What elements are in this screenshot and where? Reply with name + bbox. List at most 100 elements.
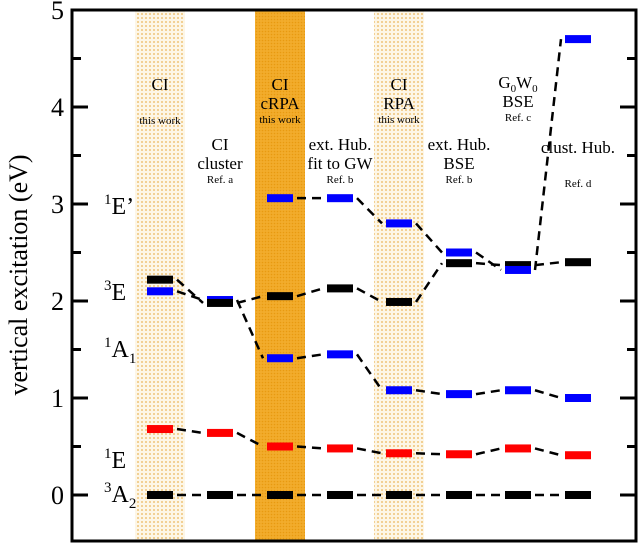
level-1E <box>446 450 472 459</box>
column-ref: Ref. b <box>327 174 354 186</box>
level-3A2 <box>147 491 173 499</box>
column-label: ext. Hub. <box>428 135 491 154</box>
level-1E' <box>327 194 353 203</box>
connector-1E' <box>475 251 502 271</box>
connector-3E <box>356 287 383 304</box>
level-3E <box>327 284 353 293</box>
state-label: 3E <box>104 278 126 306</box>
level-3A2 <box>267 491 293 499</box>
column-label: BSE <box>443 154 474 173</box>
connector-1E <box>415 452 443 456</box>
connector-1E <box>236 431 264 448</box>
connector-1A1 <box>475 389 502 396</box>
state-label: 1E’ <box>104 192 134 220</box>
connector-3E <box>296 287 324 298</box>
column-label: G0W0 <box>498 73 538 95</box>
level-1A1 <box>327 350 353 359</box>
band-dark <box>255 10 305 541</box>
column-ref: this work <box>259 114 301 126</box>
level-1E <box>505 444 531 453</box>
connector-1E' <box>533 38 563 271</box>
connector-1A1 <box>534 389 562 400</box>
connector-3E <box>236 294 264 305</box>
level-3E <box>446 259 472 268</box>
column-ref: Ref. d <box>565 178 592 190</box>
column-label: CI <box>152 75 169 94</box>
level-3E <box>267 292 293 301</box>
connector-3E <box>534 260 562 267</box>
y-tick-label: 0 <box>51 481 64 510</box>
column-ref: Ref. c <box>505 112 531 124</box>
level-3E <box>505 261 531 270</box>
state-label: 1E <box>104 446 126 474</box>
column-label: CI <box>212 135 229 154</box>
connector-1A1 <box>176 290 204 302</box>
y-tick-label: 4 <box>51 93 64 122</box>
connector-1A1 <box>296 353 324 360</box>
column-label: RPA <box>383 94 415 113</box>
level-3A2 <box>446 491 472 499</box>
level-1E <box>565 451 591 460</box>
column-label: ext. Hub. <box>309 135 372 154</box>
level-1E' <box>505 265 531 274</box>
column-label: CI <box>391 75 408 94</box>
level-3A2 <box>565 491 591 499</box>
level-1E' <box>267 194 293 203</box>
level-1A1 <box>147 287 173 296</box>
column-label: cluster <box>197 154 243 173</box>
y-tick-label: 5 <box>51 0 64 25</box>
level-1E <box>147 425 173 434</box>
connector-1A1 <box>415 389 443 396</box>
column-ref: Ref. a <box>207 174 233 186</box>
band-light <box>135 10 185 541</box>
column-ref: this work <box>139 115 181 127</box>
connector-1A1 <box>355 353 384 391</box>
column-label: fit to GW <box>307 154 373 173</box>
level-3E <box>147 275 173 284</box>
column-label: CI <box>272 75 289 94</box>
connector-1E <box>356 447 383 455</box>
connector-1E <box>534 447 562 457</box>
level-1A1 <box>565 394 591 402</box>
y-axis-label: vertical excitation (eV) <box>4 154 33 395</box>
level-3A2 <box>386 491 412 499</box>
level-3E <box>207 298 233 307</box>
level-1E' <box>386 219 412 228</box>
connector-1E <box>176 427 204 435</box>
connector-1A1 <box>235 299 265 359</box>
column-ref: Ref. b <box>446 174 473 186</box>
level-1A1 <box>446 390 472 399</box>
connector-1E <box>475 447 502 456</box>
level-1E' <box>565 35 591 44</box>
level-3A2 <box>505 491 531 499</box>
level-3E <box>386 297 412 306</box>
y-tick-label: 3 <box>51 190 64 219</box>
level-1E <box>207 428 233 437</box>
level-1E <box>267 442 293 451</box>
column-label: BSE <box>502 92 533 111</box>
level-1E' <box>446 248 472 257</box>
state-label: 3A2 <box>104 480 136 512</box>
level-1E <box>386 449 412 458</box>
level-1E <box>327 444 353 453</box>
state-label: 1A1 <box>104 335 136 367</box>
level-3E <box>565 258 591 267</box>
column-label: clust. Hub. <box>541 138 615 157</box>
level-3A2 <box>327 491 353 499</box>
connector-1E' <box>356 197 383 225</box>
plot-frame <box>70 8 638 543</box>
connector-3E <box>475 261 502 267</box>
column-label: cRPA <box>260 94 300 113</box>
column-ref: this work <box>378 114 420 126</box>
connector-1E' <box>415 222 443 254</box>
y-tick-label: 1 <box>51 384 64 413</box>
level-3A2 <box>207 491 233 499</box>
level-1A1 <box>386 386 412 395</box>
connector-3E <box>414 262 444 303</box>
y-tick-label: 2 <box>51 287 64 316</box>
level-1A1 <box>505 386 531 395</box>
connector-1E <box>296 445 324 450</box>
level-1A1 <box>267 354 293 363</box>
connector-3E <box>176 278 204 304</box>
